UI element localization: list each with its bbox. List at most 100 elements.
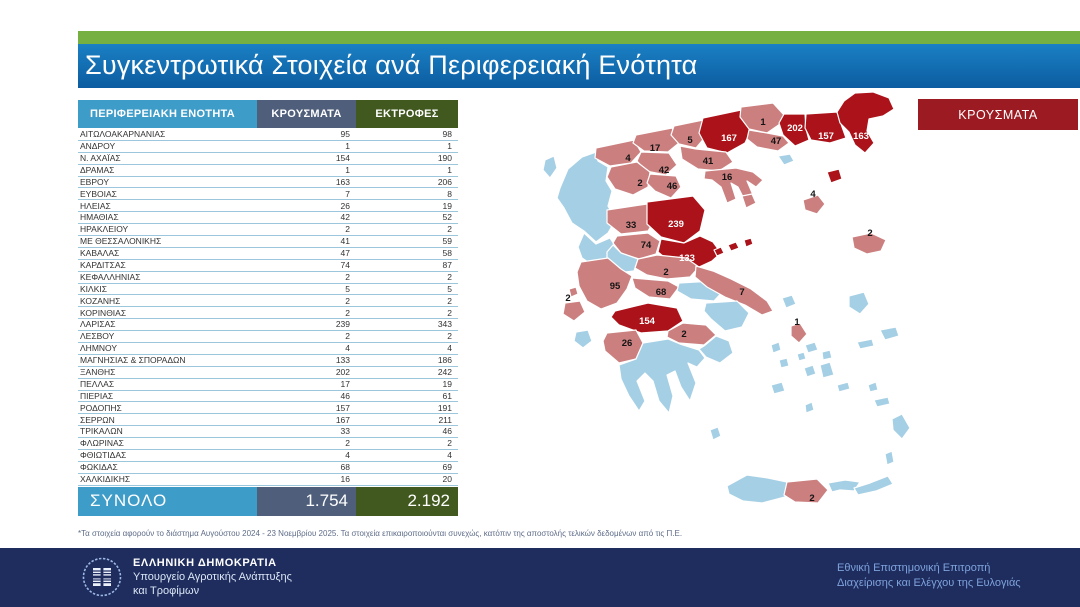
total-farms: 2.192 bbox=[356, 486, 458, 516]
cases-value: 33 bbox=[340, 426, 350, 437]
cases-value: 154 bbox=[335, 152, 350, 163]
map-region bbox=[804, 341, 819, 354]
ministry-identity: ΕΛΛΗΝΙΚΗ ΔΗΜΟΚΡΑΤΙΑ Υπουργείο Αγροτικής … bbox=[133, 557, 292, 597]
cases-value: 157 bbox=[335, 402, 350, 413]
cases-value: 47 bbox=[340, 248, 350, 259]
cases-value: 46 bbox=[340, 390, 350, 401]
farms-value: 191 bbox=[437, 402, 452, 413]
farms-value: 2 bbox=[447, 271, 452, 282]
region-name: ΤΡΙΚΑΛΩΝ bbox=[80, 426, 123, 437]
map-region bbox=[778, 113, 810, 147]
map-region bbox=[646, 173, 682, 199]
region-name: ΚΑΡΔΙΤΣΑΣ bbox=[80, 259, 126, 270]
table-row: ΕΒΡΟΥ 163 206 bbox=[78, 177, 458, 189]
region-name: ΔΡΑΜΑΣ bbox=[80, 164, 115, 175]
map-case-count: 163 bbox=[853, 131, 869, 142]
table-row: ΦΘΙΩΤΙΔΑΣ 4 4 bbox=[78, 450, 458, 462]
map-region bbox=[827, 479, 861, 493]
cases-value: 133 bbox=[335, 355, 350, 366]
farms-value: 206 bbox=[437, 176, 452, 187]
cases-value: 5 bbox=[345, 283, 350, 294]
cases-value: 4 bbox=[345, 450, 350, 461]
map-region bbox=[777, 153, 795, 166]
map-region bbox=[781, 294, 797, 309]
map-case-count: 17 bbox=[650, 143, 661, 154]
page-title: Συγκεντρωτικά Στοιχεία ανά Περιφερειακή … bbox=[85, 49, 698, 80]
map-region bbox=[631, 277, 680, 300]
farms-value: 19 bbox=[442, 378, 452, 389]
map-region bbox=[727, 241, 740, 252]
table-row: ΚΟΖΑΝΗΣ 2 2 bbox=[78, 295, 458, 308]
table-row: ΑΙΤΩΛΟΑΚΑΡΝΑΝΙΑΣ 95 98 bbox=[78, 129, 458, 141]
table-body: ΑΙΤΩΛΟΑΚΑΡΝΑΝΙΑΣ 95 98 ΑΝΔΡΟΥ 1 1 Ν. ΑΧΑΪΑΣ 154… bbox=[78, 129, 458, 486]
farms-value: 186 bbox=[437, 355, 452, 366]
table-row: Ν. ΑΧΑΪΑΣ 154 190 bbox=[78, 153, 458, 165]
region-name: ΞΑΝΘΗΣ bbox=[80, 367, 116, 377]
map-region bbox=[542, 155, 558, 179]
map-case-count: 47 bbox=[771, 136, 782, 147]
region-name: ΚΟΡΙΝΘΙΑΣ bbox=[80, 307, 127, 318]
region-name: ΕΥΒΟΙΑΣ bbox=[80, 188, 117, 199]
region-name: ΗΡΑΚΛΕΙΟΥ bbox=[80, 224, 129, 235]
farms-value: 1 bbox=[447, 141, 452, 152]
column-header-region: ΠΕΡΙΦΕΡΕΙΑΚΗ ΕΝΟΤΗΤΑ bbox=[78, 100, 257, 128]
farms-value: 98 bbox=[442, 129, 452, 140]
farms-value: 58 bbox=[442, 248, 452, 259]
map-region bbox=[819, 361, 835, 379]
map-case-count: 154 bbox=[639, 316, 656, 327]
cases-value: 68 bbox=[340, 462, 350, 473]
map-case-count: 167 bbox=[721, 133, 737, 144]
map-region bbox=[703, 300, 750, 332]
farms-value: 61 bbox=[442, 390, 452, 401]
map-region bbox=[856, 338, 875, 350]
table-row: ΞΑΝΘΗΣ 202 242 bbox=[78, 367, 458, 379]
region-name: ΦΘΙΩΤΙΔΑΣ bbox=[80, 450, 127, 461]
table-row: ΗΡΑΚΛΕΙΟΥ 2 2 bbox=[78, 224, 458, 237]
map-region bbox=[743, 237, 754, 248]
cases-value: 167 bbox=[335, 414, 350, 425]
map-case-count: 2 bbox=[809, 493, 814, 504]
map-case-count: 16 bbox=[722, 172, 733, 183]
map-region bbox=[851, 232, 887, 255]
column-header-cases: ΚΡΟΥΣΜΑΤΑ bbox=[257, 100, 356, 128]
map-region bbox=[726, 474, 788, 504]
map-region bbox=[873, 396, 891, 408]
region-name: ΛΑΡΙΣΑΣ bbox=[80, 319, 116, 330]
table-row: ΛΕΣΒΟΥ 2 2 bbox=[78, 331, 458, 344]
table-total-row: ΣΥΝΟΛΟ 1.754 2.192 bbox=[78, 486, 458, 516]
cases-value: 2 bbox=[345, 295, 350, 306]
farms-value: 2 bbox=[447, 295, 452, 306]
region-name: ΚΑΒΑΛΑΣ bbox=[80, 248, 120, 259]
map-case-count: 74 bbox=[641, 240, 652, 251]
cases-value: 74 bbox=[340, 259, 350, 270]
table-row: ΚΕΦΑΛΛΗΝΙΑΣ 2 2 bbox=[78, 272, 458, 284]
cases-value: 239 bbox=[335, 319, 350, 330]
map-case-count: 202 bbox=[787, 123, 803, 134]
ministry-line1: Υπουργείο Αγροτικής Ανάπτυξης bbox=[133, 571, 292, 583]
region-name: ΗΜΑΘΙΑΣ bbox=[80, 212, 119, 223]
map-case-count: 46 bbox=[667, 181, 678, 192]
map-case-count: 26 bbox=[622, 338, 633, 349]
coat-of-arms-icon bbox=[82, 557, 122, 597]
map-region bbox=[568, 286, 579, 298]
region-name: ΦΩΚΙΔΑΣ bbox=[80, 462, 118, 473]
map-region bbox=[891, 413, 911, 440]
table-row: ΠΙΕΡΙΑΣ 46 61 bbox=[78, 391, 458, 403]
cases-value: 2 bbox=[345, 224, 350, 235]
map-case-count: 1 bbox=[760, 117, 766, 128]
map-region bbox=[573, 329, 593, 349]
table-row: ΦΛΩΡΙΝΑΣ 2 2 bbox=[78, 438, 458, 451]
cases-value: 1 bbox=[345, 164, 350, 175]
ministry-line2: και Τροφίμων bbox=[133, 585, 200, 597]
map-region bbox=[632, 127, 680, 153]
region-name: ΛΕΣΒΟΥ bbox=[80, 331, 115, 342]
map-case-count: 2 bbox=[681, 329, 686, 340]
data-footnote: *Τα στοιχεία αφορούν το διάστημα Αυγούστ… bbox=[78, 529, 683, 538]
map-region bbox=[836, 381, 851, 393]
farms-value: 2 bbox=[447, 331, 452, 342]
region-name: ΚΟΖΑΝΗΣ bbox=[80, 295, 121, 306]
map-region bbox=[867, 381, 879, 393]
committee-identity: Εθνική Επιστημονική Επιτροπή Διαχείρισης… bbox=[837, 561, 1021, 591]
